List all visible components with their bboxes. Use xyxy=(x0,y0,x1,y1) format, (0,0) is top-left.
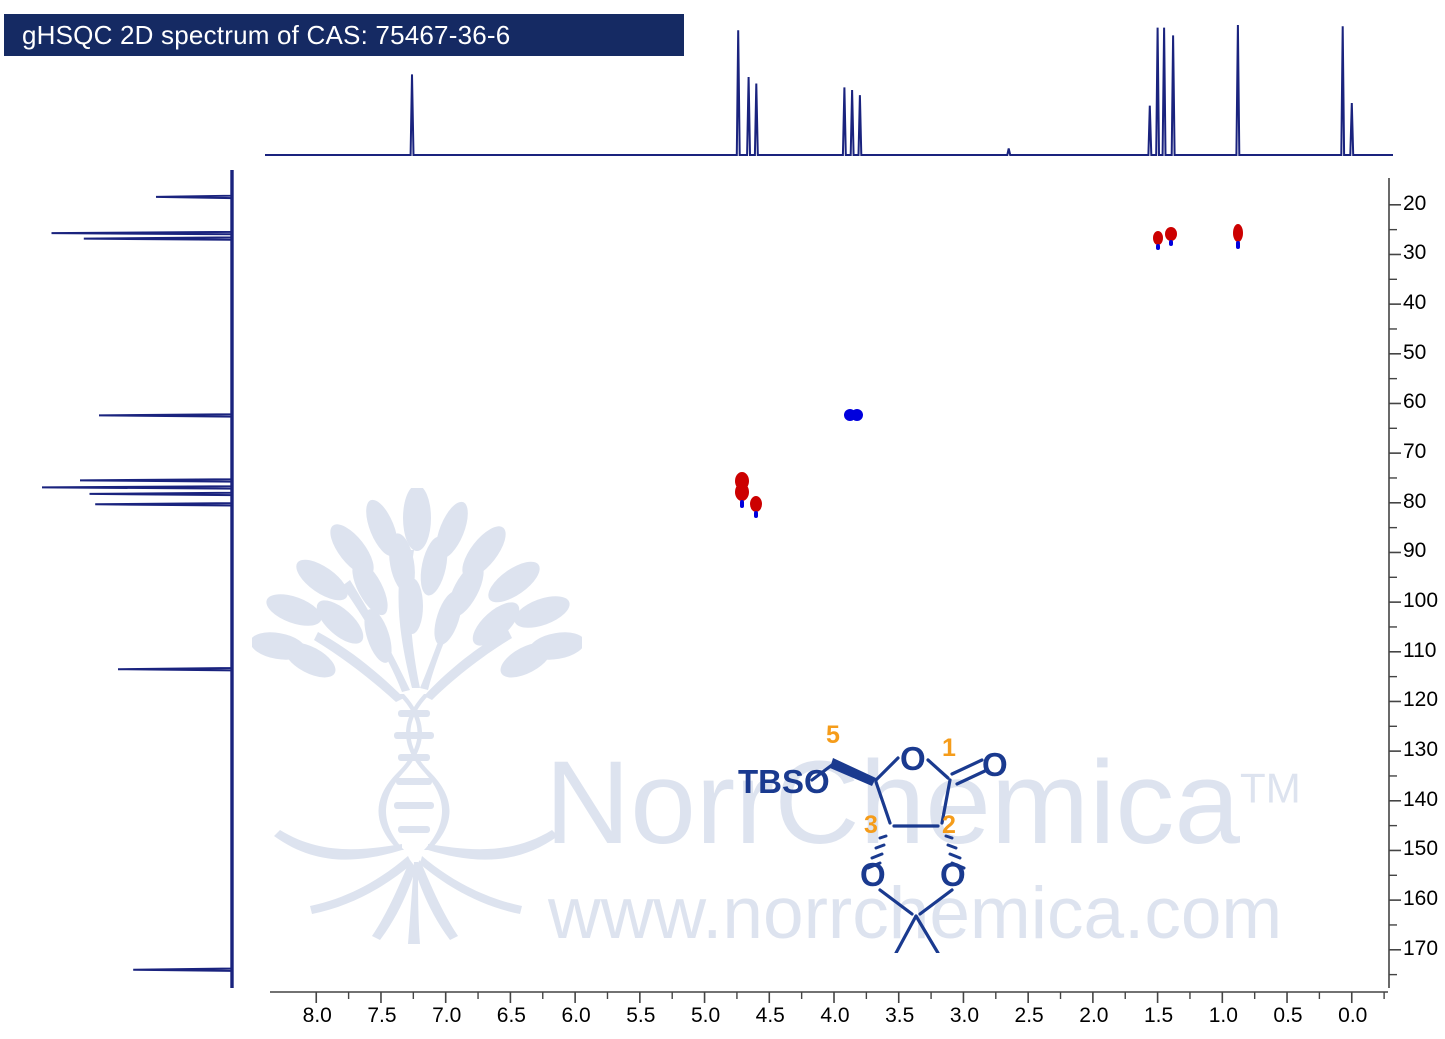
y-tick-label: 100 xyxy=(1403,589,1439,613)
cross-peak[interactable] xyxy=(735,482,750,501)
ring-position-1: 1 xyxy=(942,734,956,762)
x-tick-label: 5.0 xyxy=(690,1004,721,1027)
cross-peak-antiphase-tail xyxy=(754,510,759,518)
ring-position-3: 3 xyxy=(864,811,878,839)
x-tick-label: 4.5 xyxy=(755,1004,785,1027)
x-tick-label: 2.0 xyxy=(1079,1004,1109,1027)
cross-peak-antiphase-tail xyxy=(740,499,745,508)
x-tick-label: 3.0 xyxy=(949,1004,980,1027)
carbon-axis-svg xyxy=(1388,178,1401,988)
y-tick-label: 70 xyxy=(1403,440,1427,464)
proton-trace-path xyxy=(265,24,1393,156)
y-tick-label: 150 xyxy=(1403,837,1439,861)
page-title: gHSQC 2D spectrum of CAS: 75467-36-6 xyxy=(22,19,511,50)
cross-peak[interactable] xyxy=(851,409,864,422)
y-tick-label: 20 xyxy=(1403,191,1427,215)
title-banner: gHSQC 2D spectrum of CAS: 75467-36-6 xyxy=(4,14,684,56)
carbon-axis: 20 30 40 50 60 70 80 90 100 110 120 130 140 150 160 170 xyxy=(1386,176,1444,992)
y-tick-label: 50 xyxy=(1403,340,1427,364)
x-tick-label: 2.5 xyxy=(1014,1004,1044,1027)
x-tick-label: 4.0 xyxy=(820,1004,850,1027)
x-tick-label: 6.5 xyxy=(496,1004,526,1027)
x-tick-label: 8.0 xyxy=(302,1004,332,1027)
y-tick-label: 170 xyxy=(1403,936,1439,960)
ring-oxygen-label: O xyxy=(900,740,926,777)
ring-position-5: 5 xyxy=(826,721,840,749)
y-tick-label: 40 xyxy=(1403,291,1427,315)
cross-peak[interactable] xyxy=(1152,230,1163,245)
substituent-label-tbso: TBSO xyxy=(738,763,830,800)
carbon-trace-path xyxy=(41,170,233,988)
x-tick-label: 7.5 xyxy=(367,1004,397,1027)
cross-peak[interactable] xyxy=(750,495,763,512)
y-tick-label: 140 xyxy=(1403,787,1439,811)
cross-peak-antiphase-tail xyxy=(1155,243,1160,250)
x-tick-label: 1.5 xyxy=(1143,1004,1174,1027)
ring-position-2: 2 xyxy=(942,811,956,839)
y-tick-label: 60 xyxy=(1403,390,1427,414)
y-tick-label: 30 xyxy=(1403,241,1427,265)
y-tick-label: 110 xyxy=(1403,638,1437,662)
cross-peak[interactable] xyxy=(1232,224,1243,243)
carbonyl-oxygen-label: O xyxy=(982,746,1008,783)
y-tick-label: 130 xyxy=(1403,738,1439,762)
molecular-structure-diagram: TBSO O O O O 5 1 3 2 xyxy=(738,721,1008,953)
proton-projection-trace xyxy=(265,24,1393,156)
x-tick-label: 3.5 xyxy=(885,1004,915,1027)
x-tick-label: 6.0 xyxy=(561,1004,591,1027)
y-tick-label: 160 xyxy=(1403,887,1439,911)
proton-axis-svg xyxy=(270,991,1388,1003)
y-tick-label: 120 xyxy=(1403,688,1439,712)
cross-peak-antiphase-tail xyxy=(1168,239,1173,246)
carbon-projection-trace xyxy=(41,170,234,988)
proton-axis: 8.0 7.5 7.0 6.5 6.0 5.5 5.0 4.5 4.0 3.5 3.0 2.5 2.0 1… xyxy=(236,984,1396,1034)
y-tick-label: 90 xyxy=(1403,539,1427,563)
cross-peak[interactable] xyxy=(1164,226,1177,241)
acetonide-oxygen-right-label: O xyxy=(940,856,966,893)
hsqc-2d-plot-area[interactable] xyxy=(236,170,1388,988)
cross-peak-antiphase-tail xyxy=(1235,241,1240,250)
y-tick-label: 80 xyxy=(1403,489,1427,513)
x-tick-label: 0.5 xyxy=(1273,1004,1303,1027)
acetonide-oxygen-left-label: O xyxy=(860,856,886,893)
x-tick-label: 0.0 xyxy=(1338,1004,1368,1027)
x-tick-label: 1.0 xyxy=(1208,1004,1238,1027)
x-tick-label: 7.0 xyxy=(432,1004,462,1027)
x-tick-label: 5.5 xyxy=(626,1004,656,1027)
